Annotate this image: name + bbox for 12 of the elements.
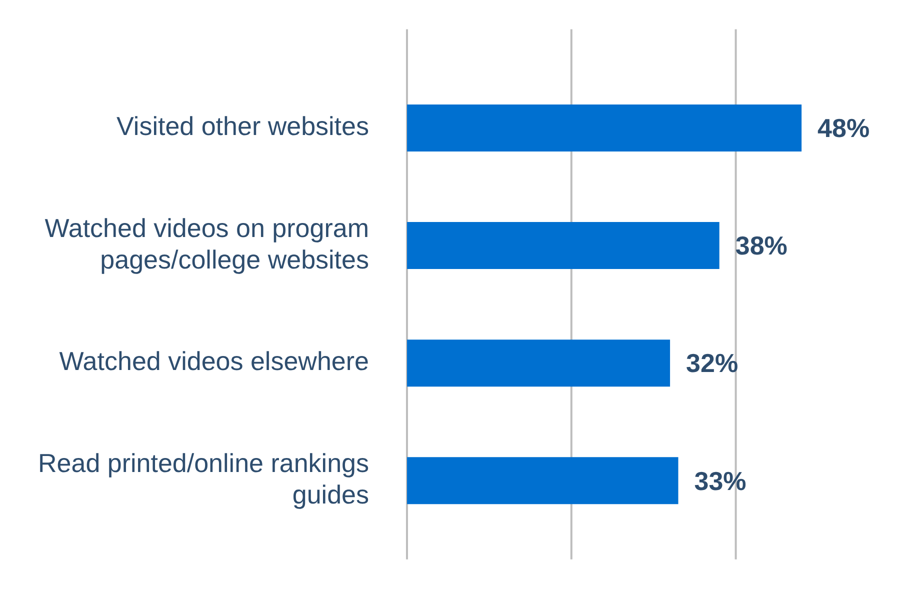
bar	[406, 457, 678, 504]
data-label: 38%	[735, 230, 788, 261]
y-tick-label: Visited other websites	[116, 111, 369, 142]
bar	[406, 104, 802, 152]
y-tick-label: Watched videos elsewhere	[59, 346, 369, 376]
data-label: 48%	[818, 113, 870, 144]
y-tick-label: Read printed/online rankings guides	[38, 448, 369, 510]
data-label: 32%	[686, 348, 738, 378]
bar	[406, 340, 670, 387]
bar	[406, 222, 720, 270]
y-tick-label: Watched videos on program pages/college websites	[44, 213, 369, 274]
data-label: 33%	[694, 466, 746, 496]
